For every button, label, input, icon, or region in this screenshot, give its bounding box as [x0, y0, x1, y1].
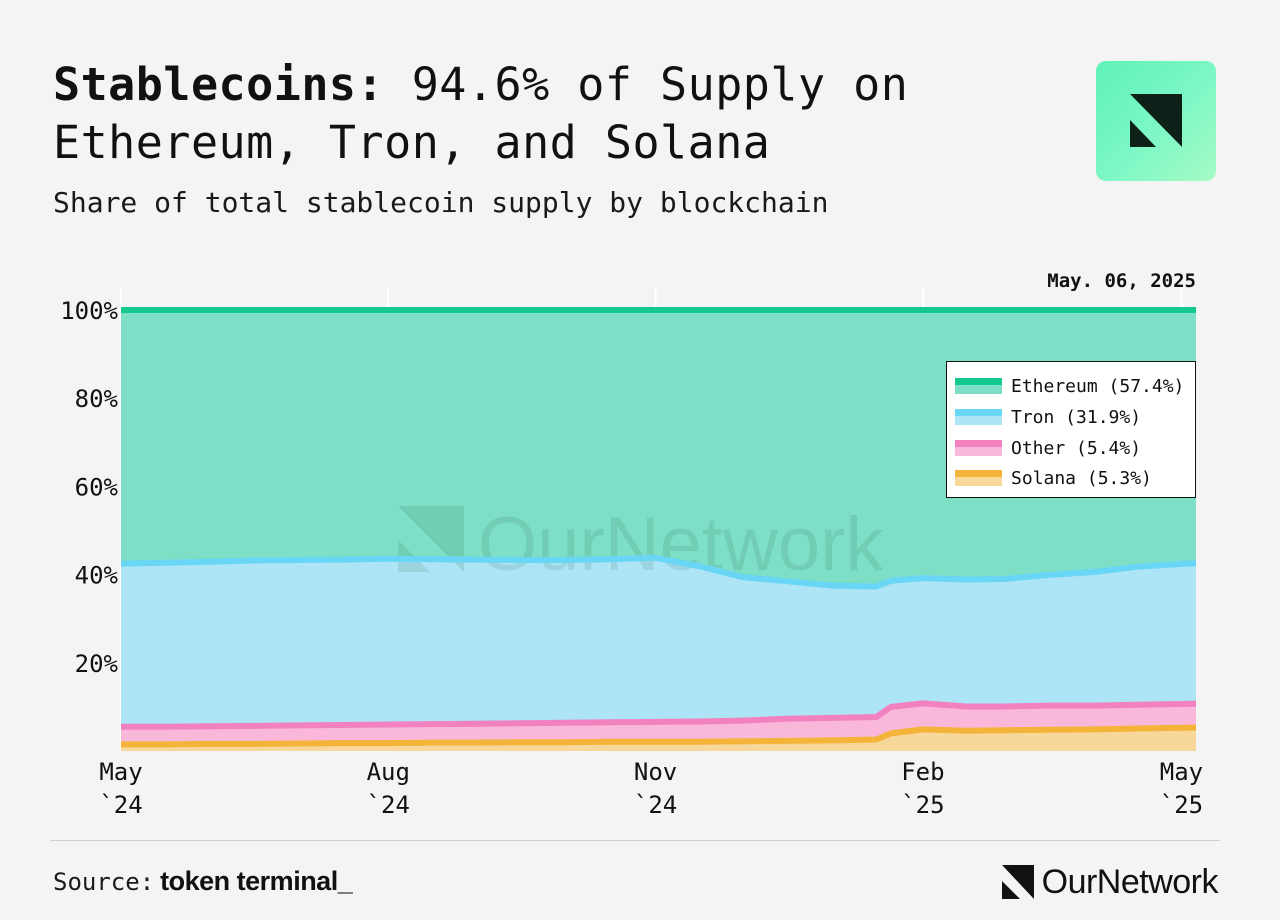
x-tick-label: `25	[1160, 791, 1203, 819]
legend-swatch-ethereum	[955, 378, 1002, 394]
chart-watermark: OurNetwork	[398, 502, 884, 587]
watermark-mark-icon	[398, 506, 464, 572]
title-rest: 94.6% of Supply on Ethereum, Tron, and S…	[53, 58, 909, 169]
y-tick-label: 20%	[75, 650, 119, 678]
legend-label-tron: Tron (31.9%)	[1011, 406, 1142, 428]
area-tron	[121, 557, 1196, 727]
y-tick-label: 40%	[75, 562, 119, 590]
date-label: May. 06, 2025	[1047, 270, 1196, 292]
y-tick-label: 60%	[75, 473, 119, 501]
chart-legend: Ethereum (57.4%) Tron (31.9%) Other (5.4…	[946, 361, 1196, 498]
area-ethereum	[121, 310, 1196, 587]
x-tick-label: `25	[901, 791, 944, 819]
x-tick-label: `24	[634, 791, 677, 819]
legend-swatch-other	[955, 440, 1002, 456]
x-tick-label: Nov	[634, 758, 677, 786]
legend-item-other: Other (5.4%)	[955, 436, 1141, 460]
watermark-text: OurNetwork	[478, 502, 884, 587]
y-tick-label: 80%	[75, 385, 119, 413]
chart-subtitle: Share of total stablecoin supply by bloc…	[53, 186, 829, 219]
footer-logo: OurNetwork	[1001, 862, 1219, 902]
x-tick-label: `24	[367, 791, 410, 819]
ournetwork-logo-badge	[1096, 61, 1216, 181]
legend-item-ethereum: Ethereum (57.4%)	[955, 374, 1184, 398]
legend-swatch-solana	[955, 470, 1002, 486]
ournetwork-footer-mark-icon	[1001, 865, 1034, 899]
chart-area: OurNetwork 20% 40% 60% 80% 100% May `24 Aug `24 No…	[0, 260, 1280, 830]
line-tron	[120, 554, 1197, 590]
ournetwork-mark-icon	[1130, 94, 1182, 147]
y-tick-label: 100%	[60, 297, 118, 325]
legend-swatch-tron	[955, 409, 1002, 425]
footer-logo-text: OurNetwork	[1041, 862, 1219, 901]
x-tick-label: May	[1160, 758, 1203, 786]
legend-label-other: Other (5.4%)	[1011, 437, 1142, 459]
chart-title: Stablecoins: 94.6% of Supply on Ethereum…	[53, 56, 1053, 172]
x-tick-label: `24	[99, 791, 142, 819]
x-tick-label: Feb	[901, 758, 944, 786]
footer-divider	[50, 840, 1220, 841]
stacked-area-chart: OurNetwork 20% 40% 60% 80% 100% May `24 Aug `24 No…	[60, 288, 1203, 819]
line-solana	[121, 724, 1197, 748]
title-bold: Stablecoins:	[53, 58, 385, 111]
legend-item-solana: Solana (5.3%)	[955, 466, 1152, 490]
source-credit: Source: token terminal_	[53, 866, 353, 897]
line-other	[121, 700, 1197, 730]
source-brand: token terminal_	[160, 866, 353, 896]
x-tick-label: Aug	[367, 758, 410, 786]
legend-label-ethereum: Ethereum (57.4%)	[1011, 375, 1185, 397]
legend-item-tron: Tron (31.9%)	[955, 405, 1141, 429]
x-tick-label: May	[99, 758, 142, 786]
source-label: Source:	[53, 868, 155, 896]
legend-label-solana: Solana (5.3%)	[1011, 467, 1152, 489]
